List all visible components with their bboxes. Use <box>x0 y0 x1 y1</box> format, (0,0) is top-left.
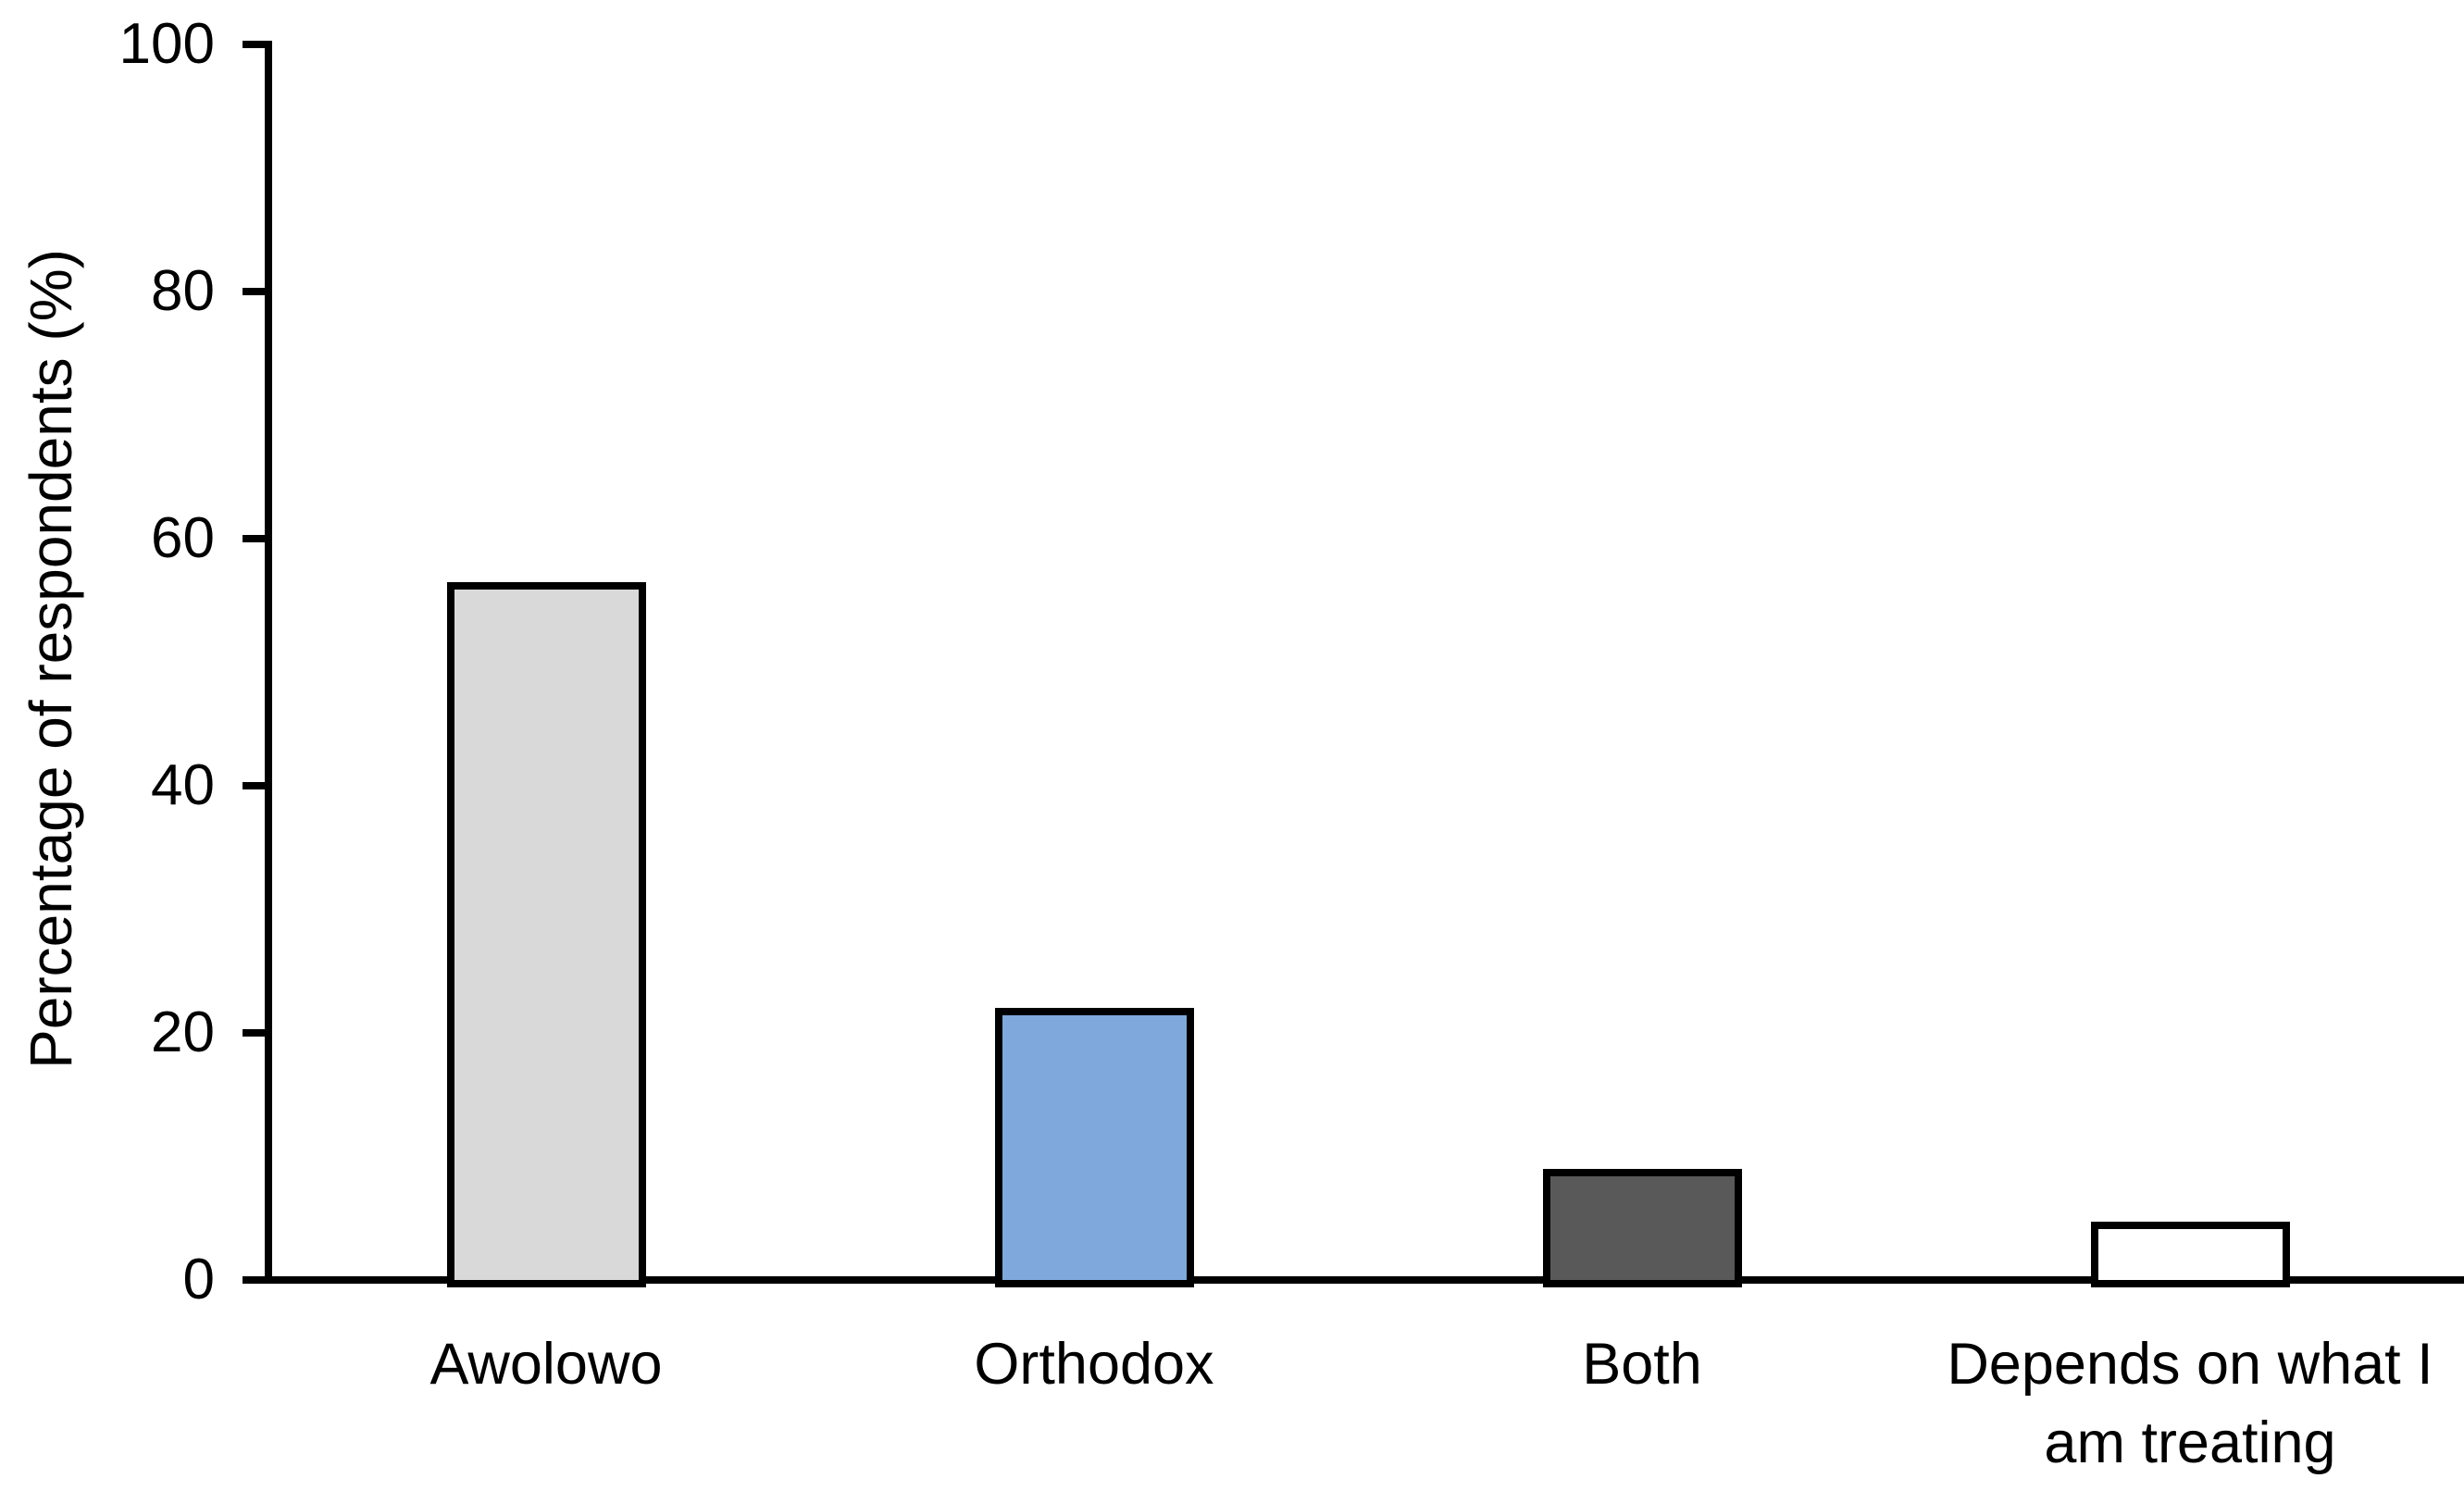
y-tick-mark <box>243 535 265 542</box>
bar-both <box>1543 1169 1742 1287</box>
y-tick-label: 0 <box>182 1248 215 1311</box>
x-category-label: Both <box>1582 1332 1702 1397</box>
bar-awolowo <box>447 582 646 1287</box>
x-category-label: Depends on what I am treating <box>1947 1332 2433 1475</box>
y-axis-title: Percentage of respondents (%) <box>18 249 84 1069</box>
bar-orthodox <box>995 1008 1194 1287</box>
y-tick-label: 40 <box>151 753 215 817</box>
y-tick-label: 20 <box>151 1000 215 1064</box>
bar-depends-on-what-i-am-treating <box>2091 1222 2290 1287</box>
y-tick-mark <box>243 288 265 295</box>
x-category-label: Awolowo <box>429 1332 663 1397</box>
y-tick-label: 60 <box>151 506 215 570</box>
x-axis-line <box>265 1276 2464 1284</box>
y-axis-line <box>265 41 272 1284</box>
y-tick-mark <box>243 1029 265 1037</box>
y-tick-label: 80 <box>151 259 215 323</box>
y-tick-label: 100 <box>118 12 215 76</box>
y-tick-mark <box>243 1276 265 1284</box>
y-tick-mark <box>243 782 265 789</box>
y-tick-mark <box>243 41 265 48</box>
x-category-label: Orthodox <box>974 1332 1214 1397</box>
